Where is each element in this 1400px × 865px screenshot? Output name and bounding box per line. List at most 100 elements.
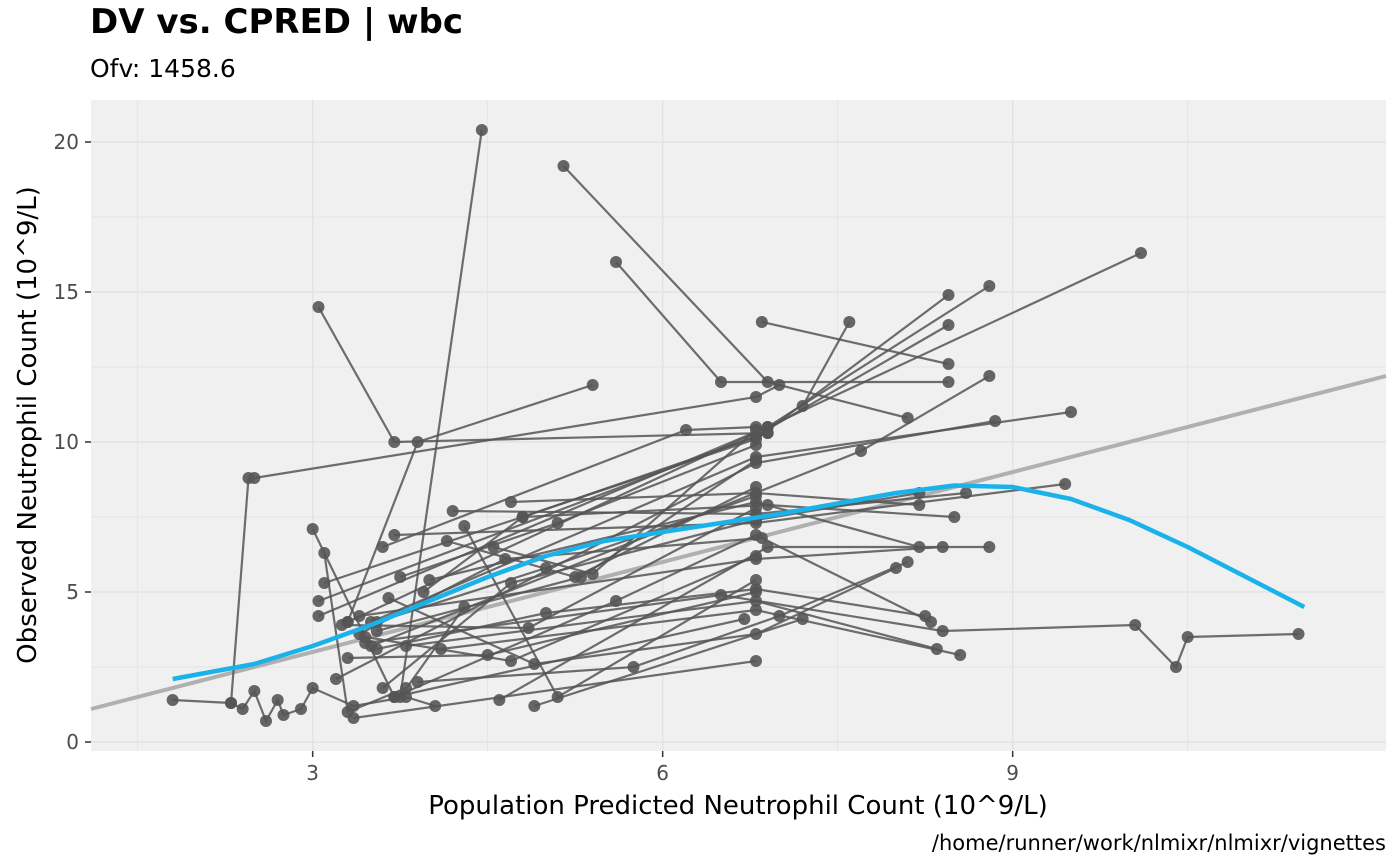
data-point [1135,247,1147,259]
data-point [627,661,640,673]
plot-panel [91,100,1386,751]
data-point [1181,631,1194,643]
data-point [271,694,284,706]
smooth-curve [172,483,1306,682]
series-group [341,379,599,628]
y-axis-label: Observed Neutrophil Count (10^9/L) [13,186,43,664]
data-point [755,532,768,544]
data-point [750,454,762,466]
data-point [1292,628,1305,640]
data-point [989,415,1002,427]
data-point [312,595,325,607]
data-point [750,604,762,616]
axes: 3 6 9 0 5 10 15 20 [54,130,1019,785]
data-point [586,379,599,391]
data-point [376,541,389,553]
data-point [750,595,762,607]
y-tick-label: 20 [54,130,79,154]
data-point [715,376,727,388]
chart-subtitle: Ofv: 1458.6 [90,54,236,83]
data-point [1170,661,1182,673]
data-point [306,523,319,535]
data-point [388,529,401,541]
data-point [423,574,436,586]
data-point [1059,478,1072,490]
data-point [948,511,961,523]
data-point [388,691,401,703]
data-point [341,652,354,664]
y-tick-label: 5 [66,580,79,604]
data-point [493,694,506,706]
data-point [522,622,535,634]
y-tick-label: 0 [66,730,79,754]
x-axis-label: Population Predicted Neutrophil Count (1… [428,791,1047,821]
data-point [411,676,424,688]
data-point [750,628,762,640]
data-point [942,358,955,370]
x-tick-label: 9 [1006,761,1019,785]
data-point [225,697,237,709]
data-point [388,436,401,448]
data-point [306,682,319,694]
y-tick-label: 10 [54,430,79,454]
data-point [557,160,570,172]
data-point [376,682,389,694]
data-point [248,685,261,697]
data-point [370,625,383,637]
x-tick-label: 6 [656,761,669,785]
data-point [335,619,348,631]
data-point [312,301,325,313]
data-point [277,709,290,721]
data-point [750,439,762,451]
series-group [335,502,762,634]
data-point [330,673,342,685]
data-point [417,586,430,598]
data-point [983,541,996,553]
series-group [411,556,914,688]
data-point [260,715,272,727]
data-point [382,592,395,604]
data-point [458,520,471,532]
data-point [318,577,331,589]
x-tick-label: 3 [306,761,319,785]
series-group [417,427,774,598]
data-point [347,712,360,724]
series-line [801,321,851,407]
data-point [750,502,762,514]
data-point [499,553,512,565]
data-point [954,649,967,661]
data-point [925,616,937,628]
data-point [843,316,856,328]
series-line [388,567,897,666]
data-point [750,655,762,667]
data-point [528,658,541,670]
y-tick-label: 15 [54,280,79,304]
data-point [312,610,325,622]
data-point [370,643,383,655]
data-point [481,649,494,661]
data-point [505,655,517,667]
series-group [394,439,762,583]
data-point [750,424,762,436]
data-point [242,472,255,484]
series-line [382,491,920,689]
series-layer [166,124,1305,727]
data-point [983,280,996,292]
data-point [569,571,582,583]
data-point [913,499,926,511]
data-point [440,535,453,547]
data-point [610,595,622,607]
data-point [942,376,955,388]
data-point [394,571,407,583]
data-point [942,289,955,301]
data-point [318,547,331,559]
data-point [750,490,762,502]
data-point [738,613,751,625]
data-point [516,511,529,523]
data-point [855,445,867,457]
data-point [551,517,564,529]
data-point [773,610,786,622]
chart-title: DV vs. CPRED | wbc [90,2,464,42]
data-point [610,256,622,268]
